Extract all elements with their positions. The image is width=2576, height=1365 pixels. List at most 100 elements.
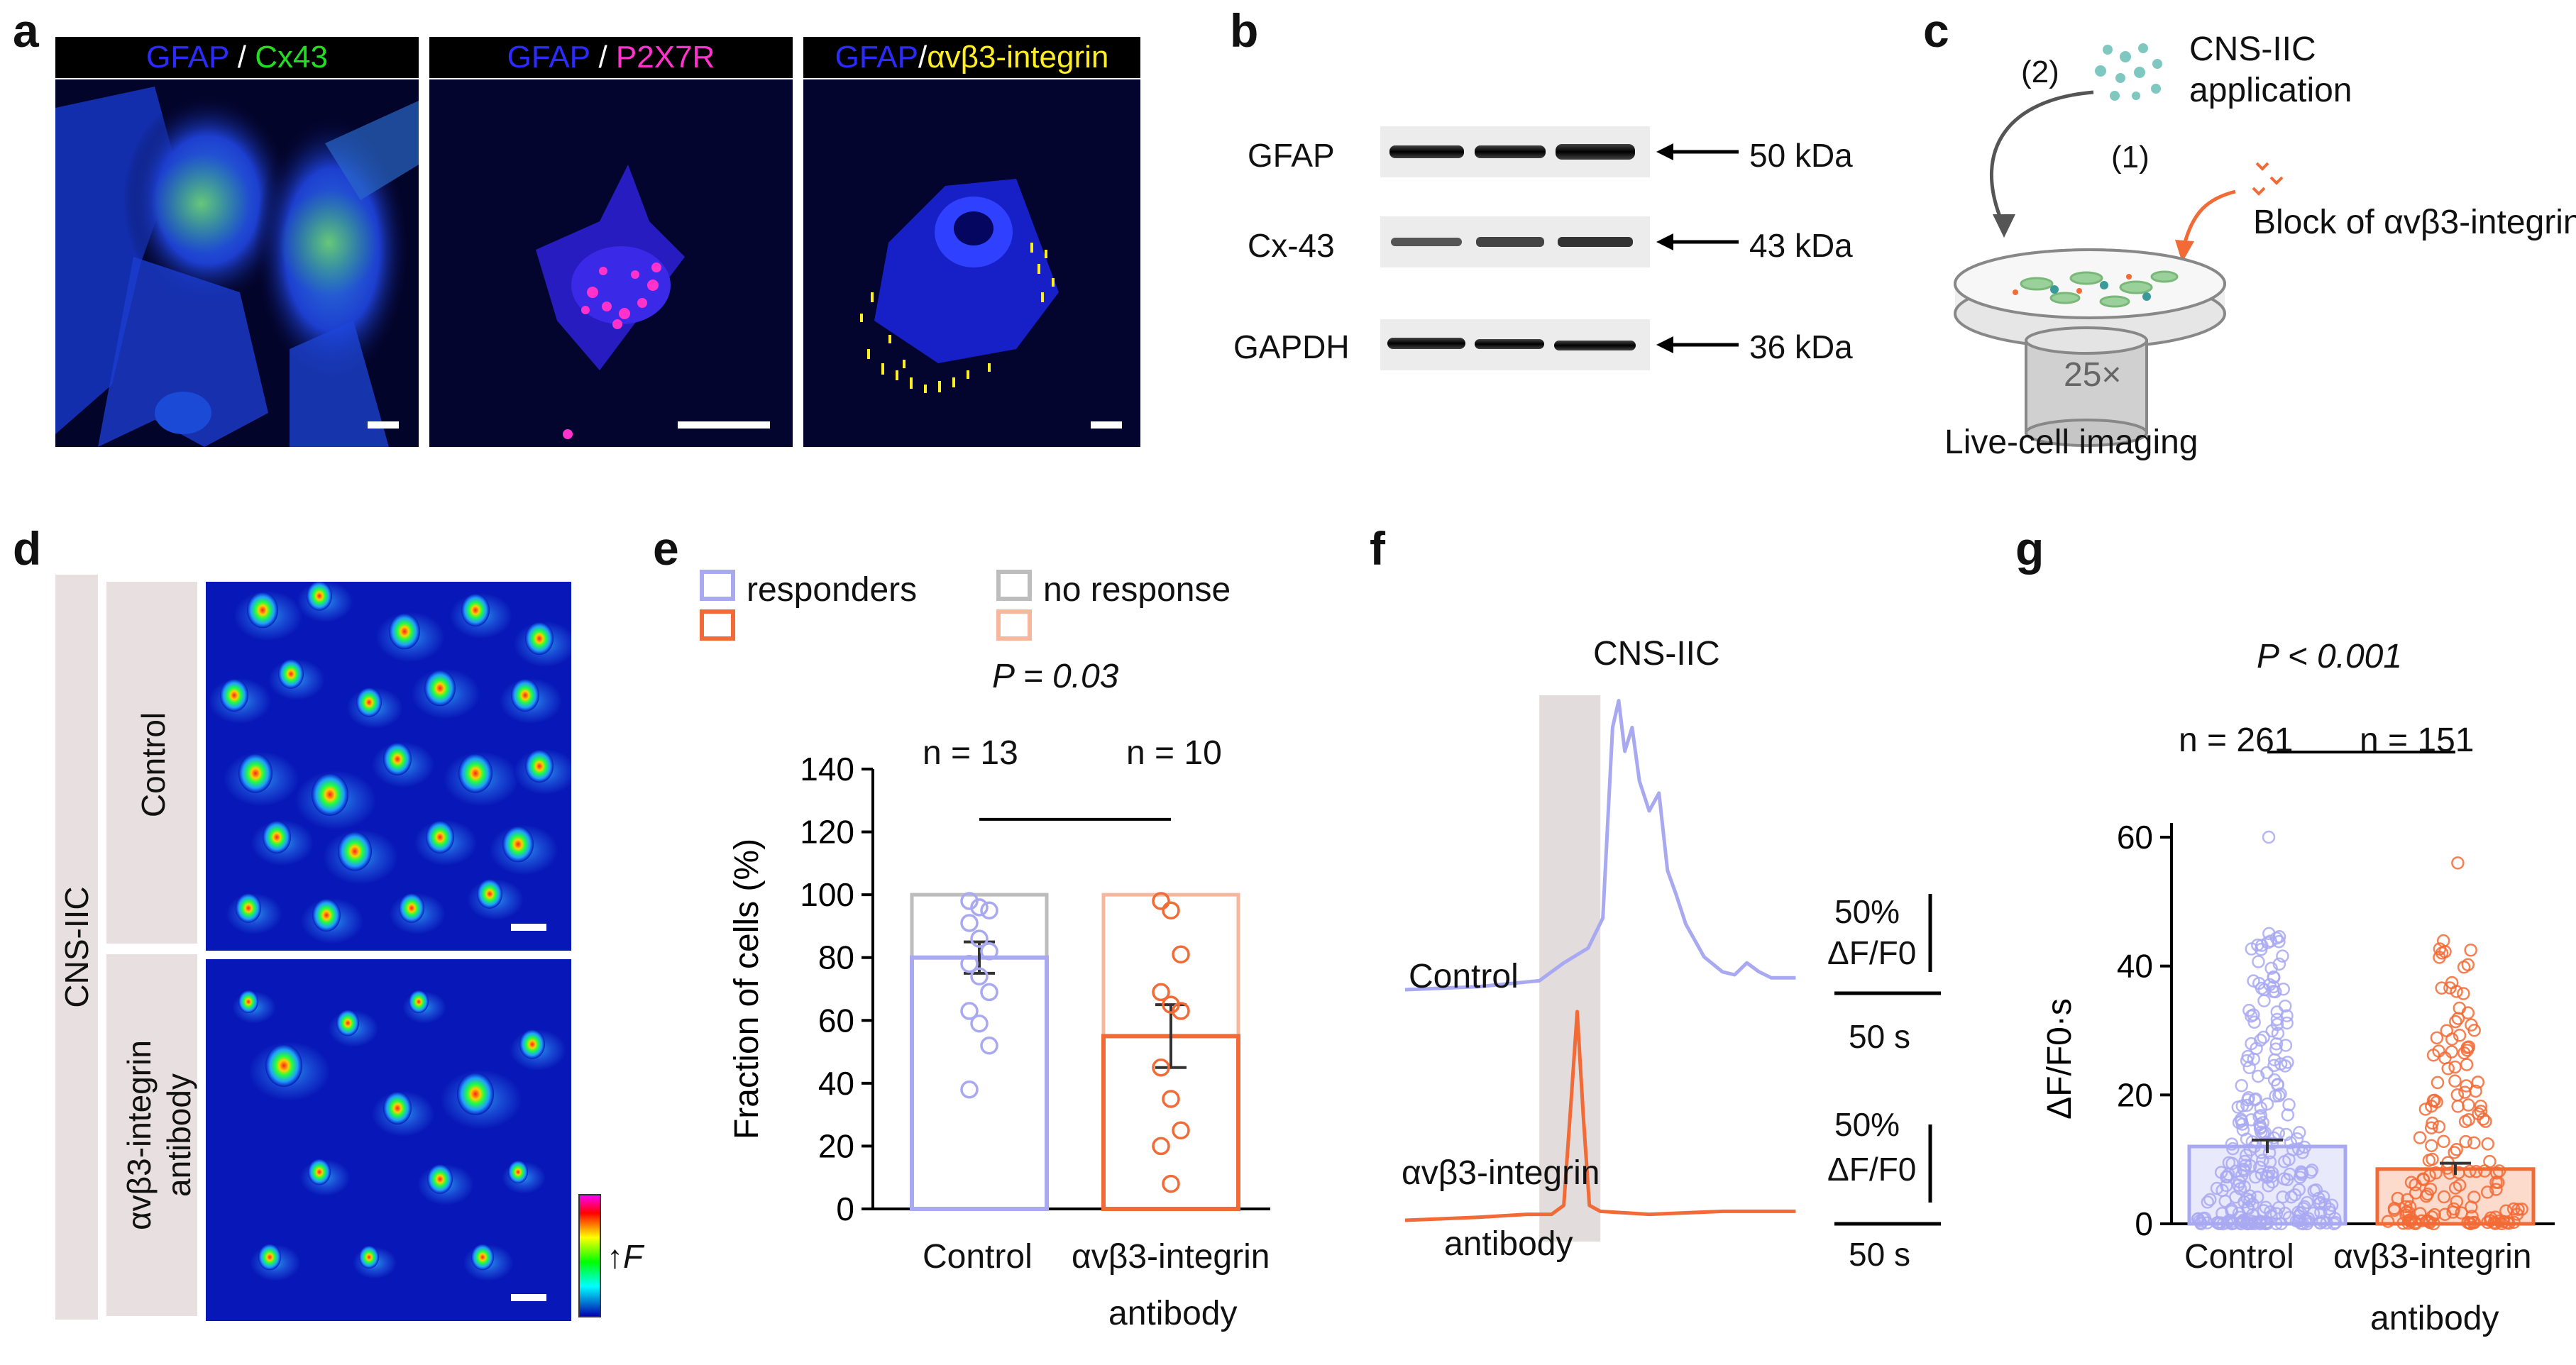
data-point	[2413, 1131, 2427, 1144]
data-point	[2328, 1216, 2343, 1229]
cell	[457, 1073, 494, 1115]
data-point	[2453, 1001, 2467, 1015]
data-point	[2264, 961, 2278, 976]
data-point	[2254, 1034, 2267, 1047]
data-point	[960, 1080, 979, 1099]
xlabel-antibody-g-line1: αvβ3-integrin	[2333, 1238, 2532, 1276]
data-point	[2203, 1193, 2217, 1207]
xlabel-control-e: Control	[923, 1238, 1033, 1276]
data-point	[2242, 1003, 2256, 1017]
data-point	[2214, 1166, 2228, 1179]
data-point	[2460, 1058, 2474, 1071]
legend-swatch-noresponse-antibody	[996, 609, 1032, 641]
data-point	[2249, 1170, 2262, 1184]
data-point	[2240, 1098, 2254, 1112]
cell	[356, 687, 382, 717]
data-point	[2429, 1166, 2443, 1180]
data-point	[2435, 981, 2448, 995]
data-point	[2280, 1173, 2294, 1187]
legend-responders: responders	[747, 571, 918, 609]
data-point	[2233, 1182, 2247, 1195]
cell	[278, 659, 304, 689]
data-point	[1162, 1090, 1180, 1108]
cell	[236, 893, 261, 923]
header-stain-cx43: Cx43	[255, 40, 328, 74]
arrow-block	[2182, 189, 2236, 245]
data-point	[2423, 1168, 2436, 1183]
cell	[519, 1029, 545, 1059]
cell	[424, 670, 456, 707]
application-label-line1: CNS-IIC	[2189, 31, 2316, 68]
cell	[307, 582, 332, 611]
chart-fraction-of-cells: 0 20 40 60 80 100 120 140 Fraction of cells (%)	[728, 751, 1270, 1227]
panel-a2-header: GFAP / P2X7R	[429, 37, 793, 78]
cell	[458, 753, 492, 793]
micrograph-gfap-integrin-image	[860, 179, 1059, 393]
y-tick-label: 60	[818, 1002, 854, 1039]
trace-antibody	[1404, 1010, 1796, 1222]
y-tick-label: 0	[2135, 1205, 2153, 1242]
data-point	[2278, 1059, 2292, 1073]
blot-label-gfap: GFAP	[1248, 137, 1335, 174]
data-point	[2274, 1087, 2287, 1101]
antibody-marks	[2252, 162, 2284, 196]
data-point	[2478, 1164, 2492, 1178]
data-point	[2424, 1121, 2438, 1134]
scale-y-antibody-2: ΔF/F0	[1827, 1151, 1917, 1188]
y-tick-label: 100	[800, 876, 854, 913]
y-axis-label: Fraction of cells (%)	[728, 839, 766, 1139]
row-label-antibody-line2: antibody	[160, 1073, 197, 1197]
data-point	[2464, 1217, 2477, 1231]
data-point	[2282, 1153, 2296, 1166]
data-point	[2272, 935, 2286, 949]
data-point	[1162, 1174, 1180, 1193]
arrow-application	[1989, 90, 2094, 221]
data-point	[2243, 1194, 2257, 1208]
y-tick-label: 40	[818, 1065, 854, 1102]
data-point	[960, 914, 979, 932]
n-antibody-e: n = 10	[1126, 734, 1222, 772]
data-point	[2245, 942, 2258, 956]
n-antibody-g: n = 151	[2360, 722, 2475, 759]
step-2-label: (2)	[2021, 55, 2059, 89]
cell	[525, 750, 554, 783]
cell	[383, 743, 412, 775]
data-point	[2257, 1204, 2271, 1217]
data-point	[2401, 1193, 2414, 1207]
p-value-e: P = 0.03	[992, 658, 1119, 695]
header-stain-gfap: GFAP	[146, 40, 229, 74]
p-value-g: P < 0.001	[2257, 638, 2403, 675]
data-point	[2448, 1074, 2462, 1088]
data-point	[2251, 1069, 2265, 1083]
header-stain-integrin: αvβ3-integrin	[927, 40, 1109, 74]
data-point	[2239, 1159, 2252, 1172]
data-point	[2284, 1190, 2299, 1204]
panel-label-b: b	[1230, 4, 1259, 57]
data-point	[2262, 830, 2276, 844]
data-point	[2440, 1024, 2454, 1037]
data-point	[2455, 1206, 2468, 1220]
cell	[471, 1244, 494, 1271]
data-point	[2269, 1042, 2283, 1056]
data-point	[1152, 1137, 1170, 1156]
data-point	[2269, 1207, 2284, 1220]
data-point	[2281, 1108, 2295, 1122]
data-point	[970, 967, 989, 986]
data-point	[2235, 1117, 2250, 1131]
data-point	[980, 983, 998, 1002]
data-point	[2292, 1183, 2306, 1197]
y-tick-label: 20	[2117, 1076, 2153, 1113]
blot-bands-gapdh	[1387, 338, 1636, 350]
calcium-image-antibody	[206, 959, 571, 1321]
colorbar-label: ↑F	[607, 1238, 644, 1275]
data-point	[2271, 1078, 2284, 1092]
data-point	[2465, 1200, 2478, 1214]
xlabel-antibody-g-line2: antibody	[2370, 1300, 2499, 1337]
data-point	[2462, 1164, 2477, 1178]
cell	[220, 679, 248, 712]
scale-y-antibody-1: 50%	[1834, 1106, 1900, 1143]
panel-label-e: e	[653, 522, 679, 575]
data-point	[2263, 1155, 2277, 1169]
data-point	[960, 1002, 979, 1020]
scale-y-control-1: 50%	[1834, 893, 1900, 930]
